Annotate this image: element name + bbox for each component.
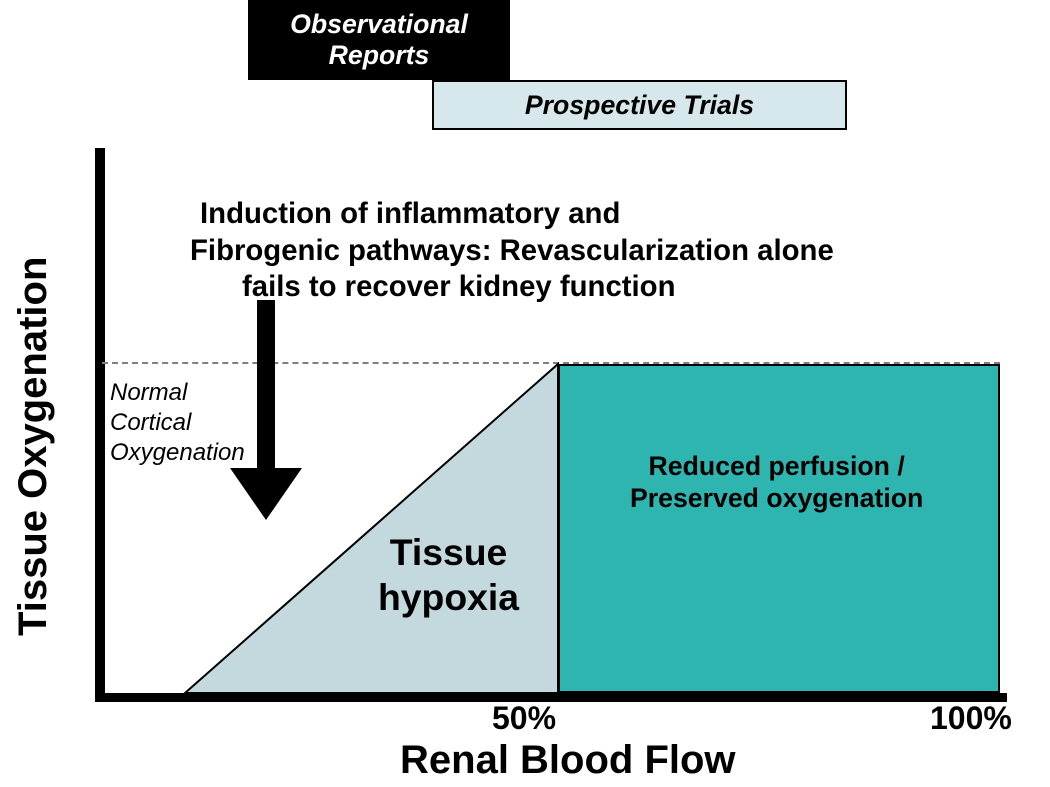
label-preserved-oxygenation: Reduced perfusion /Preserved oxygenation [630,450,923,514]
y-axis-label: Tissue Oxygenation [11,257,56,636]
explanation-text: Induction of inflammatory and Fibrogenic… [200,196,834,306]
legend-observational-reports: ObservationalReports [248,0,510,80]
legend-prospective-trials: Prospective Trials [432,80,847,130]
label-tissue-hypoxia: Tissuehypoxia [378,530,519,620]
explanation-line-3: fails to recover kidney function [242,269,834,306]
legend-prospective-label: Prospective Trials [525,90,754,121]
x-tick-100: 100% [930,700,1012,737]
explanation-line-2: Fibrogenic pathways: Revascularization a… [190,233,834,270]
arrow-head-icon [230,468,302,520]
y-axis [95,148,105,702]
legend-observational-label: ObservationalReports [290,9,468,71]
explanation-line-1: Induction of inflammatory and [200,196,834,233]
figure-root: { "figure": { "type": "infographic", "wi… [0,0,1050,787]
region-preserved-oxygenation [558,364,1000,693]
label-normal-cortical-oxygenation: NormalCorticalOxygenation [110,378,245,468]
x-axis-label: Renal Blood Flow [400,738,736,783]
arrow-shaft [257,300,275,470]
x-tick-50: 50% [492,700,556,737]
